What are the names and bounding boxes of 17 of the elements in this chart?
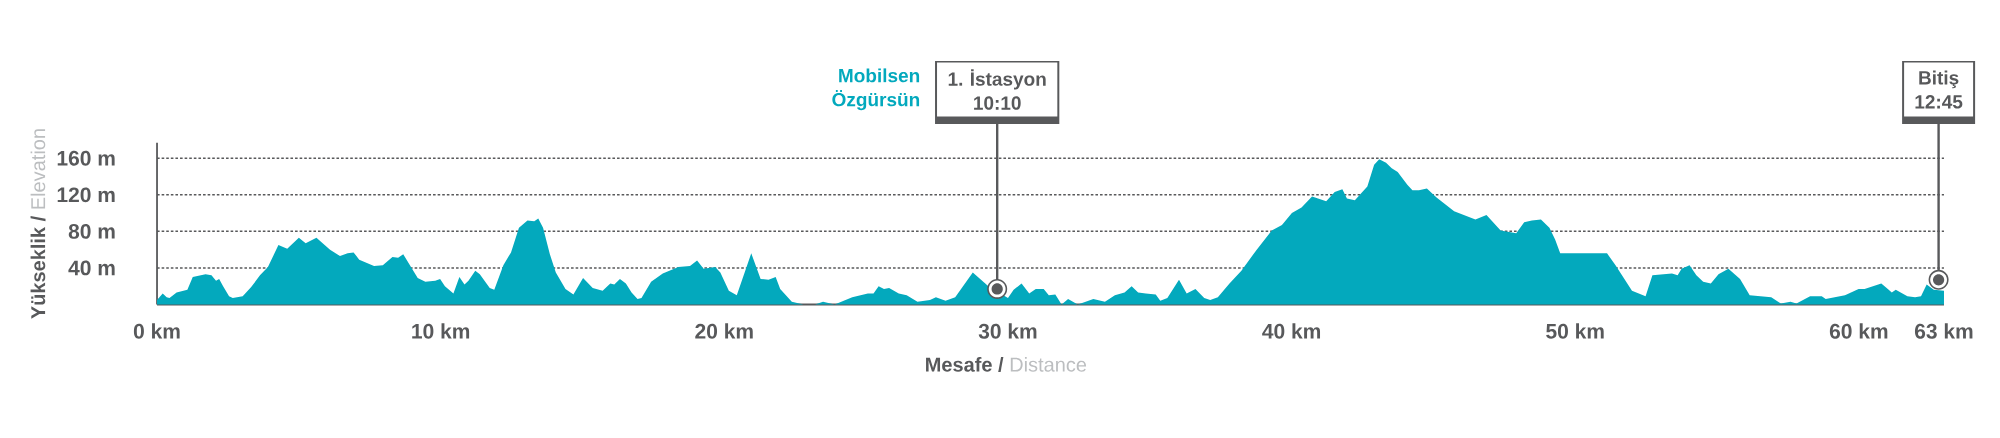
x-tick-label: 50 km	[1546, 323, 1604, 339]
x-tick-label: 10 km	[412, 323, 470, 339]
y-tick-label: 80 m	[68, 223, 115, 239]
annotation: Bitiş 12:45	[1915, 70, 1963, 109]
x-tick-label: 30 km	[978, 323, 1037, 339]
x-axis-title: Mesafe / Distance	[926, 357, 1087, 372]
x-tick-label: 0 km	[133, 323, 180, 339]
x-tick-label: 63 km	[1914, 323, 1973, 339]
y-tick-label: 160 m	[57, 150, 115, 166]
x-tick-label: 60 km	[1829, 323, 1888, 339]
y-tick-label: 40 m	[68, 260, 115, 276]
text: Mobilsen Özgürsün	[832, 68, 920, 111]
x-tick-label: 40 km	[1262, 323, 1321, 339]
annotation: 1. İstasyon 10:10	[948, 69, 1046, 110]
y-tick-label: 120 m	[57, 187, 115, 203]
y-axis-title: Yükseklik / Elevation	[30, 129, 46, 319]
x-tick-label: 20 km	[695, 323, 753, 339]
